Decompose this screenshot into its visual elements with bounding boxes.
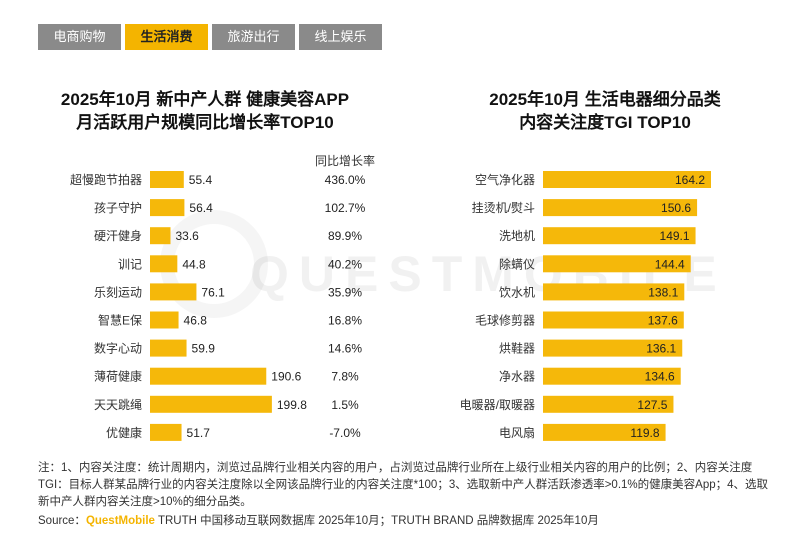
value-label: 137.6 [648, 314, 678, 328]
bar [543, 311, 684, 329]
category-label: 优健康 [106, 425, 142, 440]
bar [543, 339, 683, 357]
bar [150, 171, 184, 188]
bar [150, 311, 179, 329]
value-label: 144.4 [655, 257, 685, 271]
footnotes: 注：1、内容关注度：统计周期内，浏览过品牌行业相关内容的用户，占浏览过品牌行业所… [38, 462, 769, 508]
value-label: 44.8 [182, 257, 206, 271]
value-label: 56.4 [189, 201, 213, 215]
tab-ecommerce[interactable]: 电商购物 [38, 24, 121, 50]
tab-travel[interactable]: 旅游出行 [212, 24, 295, 50]
value-label: 150.6 [661, 201, 691, 215]
category-label: 智慧E保 [98, 313, 142, 328]
tab-lifestyle[interactable]: 生活消费 [125, 24, 208, 50]
source-brand: QuestMobile [85, 515, 155, 527]
category-tabs: 电商购物 生活消费 旅游出行 线上娱乐 [38, 24, 382, 50]
category-label: 薄荷健康 [94, 369, 142, 384]
right-chart-title: 2025年10月 生活电器细分品类 内容关注度TGI TOP10 [430, 88, 780, 134]
category-label: 洗地机 [499, 229, 535, 243]
bar [543, 367, 681, 385]
bar [150, 199, 185, 217]
left-chart-title: 2025年10月 新中产人群 健康美容APP 月活跃用户规模同比增长率TOP10 [30, 88, 380, 134]
value-label: 119.8 [630, 426, 659, 440]
category-label: 除螨仪 [499, 256, 535, 271]
right-chart-title-line2: 内容关注度TGI TOP10 [519, 113, 691, 132]
source-line: Source：QuestMobile TRUTH 中国移动互联网数据库 2025… [38, 512, 599, 528]
category-label: 孩子守护 [94, 201, 142, 215]
value-label: 33.6 [175, 229, 199, 243]
yoy-growth-value: 35.9% [328, 285, 362, 299]
value-label: 59.9 [192, 342, 216, 356]
source-prefix: Source： [38, 515, 86, 527]
value-label: 127.5 [637, 398, 667, 412]
bar [543, 423, 666, 441]
yoy-growth-value: 436.0% [325, 173, 366, 187]
category-label: 硬汗健身 [94, 228, 142, 243]
bar [150, 367, 267, 385]
source-text: TRUTH 中国移动互联网数据库 2025年10月；TRUTH BRAND 品牌… [154, 515, 599, 527]
bar [150, 255, 178, 273]
yoy-growth-value: 102.7% [325, 201, 366, 215]
value-label: 149.1 [660, 229, 690, 243]
value-label: 138.1 [648, 285, 678, 299]
bar [150, 227, 171, 245]
bar [150, 423, 182, 441]
category-label: 毛球修剪器 [475, 313, 535, 328]
value-label: 136.1 [646, 342, 676, 356]
category-label: 烘鞋器 [499, 341, 535, 356]
category-label: 空气净化器 [475, 172, 535, 187]
category-label: 超慢跑节拍器 [70, 172, 142, 187]
bar [543, 171, 711, 188]
value-label: 199.8 [277, 398, 307, 412]
value-label: 76.1 [201, 285, 225, 299]
category-label: 饮水机 [499, 285, 535, 299]
value-label: 51.7 [187, 426, 211, 440]
bar [543, 227, 696, 245]
value-label: 190.6 [271, 370, 301, 384]
yoy-growth-value: 14.6% [328, 342, 362, 356]
yoy-growth-value: 16.8% [328, 314, 362, 328]
category-label: 乐刻运动 [94, 285, 142, 299]
category-label: 电风扇 [499, 425, 535, 440]
yoy-growth-value: -7.0% [329, 426, 361, 440]
value-label: 134.6 [645, 370, 675, 384]
left-chart-title-line2: 月活跃用户规模同比增长率TOP10 [76, 113, 334, 132]
yoy-column-header: 同比增长率 [314, 154, 375, 168]
category-label: 天天跳绳 [94, 398, 142, 412]
category-label: 净水器 [499, 370, 535, 384]
category-label: 挂烫机/熨斗 [472, 201, 535, 215]
bar [150, 283, 197, 301]
category-label: 训记 [118, 257, 142, 271]
bar [150, 339, 187, 357]
yoy-growth-value: 1.5% [331, 398, 359, 412]
value-label: 46.8 [184, 314, 208, 328]
right-chart-title-line1: 2025年10月 生活电器细分品类 [489, 90, 721, 109]
yoy-growth-value: 40.2% [328, 257, 362, 271]
bar [543, 199, 698, 217]
category-label: 电暖器/取暖器 [460, 398, 535, 412]
tab-entertainment[interactable]: 线上娱乐 [299, 24, 382, 50]
yoy-growth-value: 7.8% [331, 370, 359, 384]
value-label: 55.4 [189, 173, 213, 187]
bar [543, 255, 691, 273]
category-label: 数字心动 [94, 341, 142, 356]
left-chart-title-line1: 2025年10月 新中产人群 健康美容APP [60, 90, 350, 109]
bar [150, 395, 272, 413]
value-label: 164.2 [675, 173, 705, 187]
bar [543, 283, 685, 301]
yoy-growth-value: 89.9% [328, 229, 362, 243]
bar [543, 395, 674, 413]
